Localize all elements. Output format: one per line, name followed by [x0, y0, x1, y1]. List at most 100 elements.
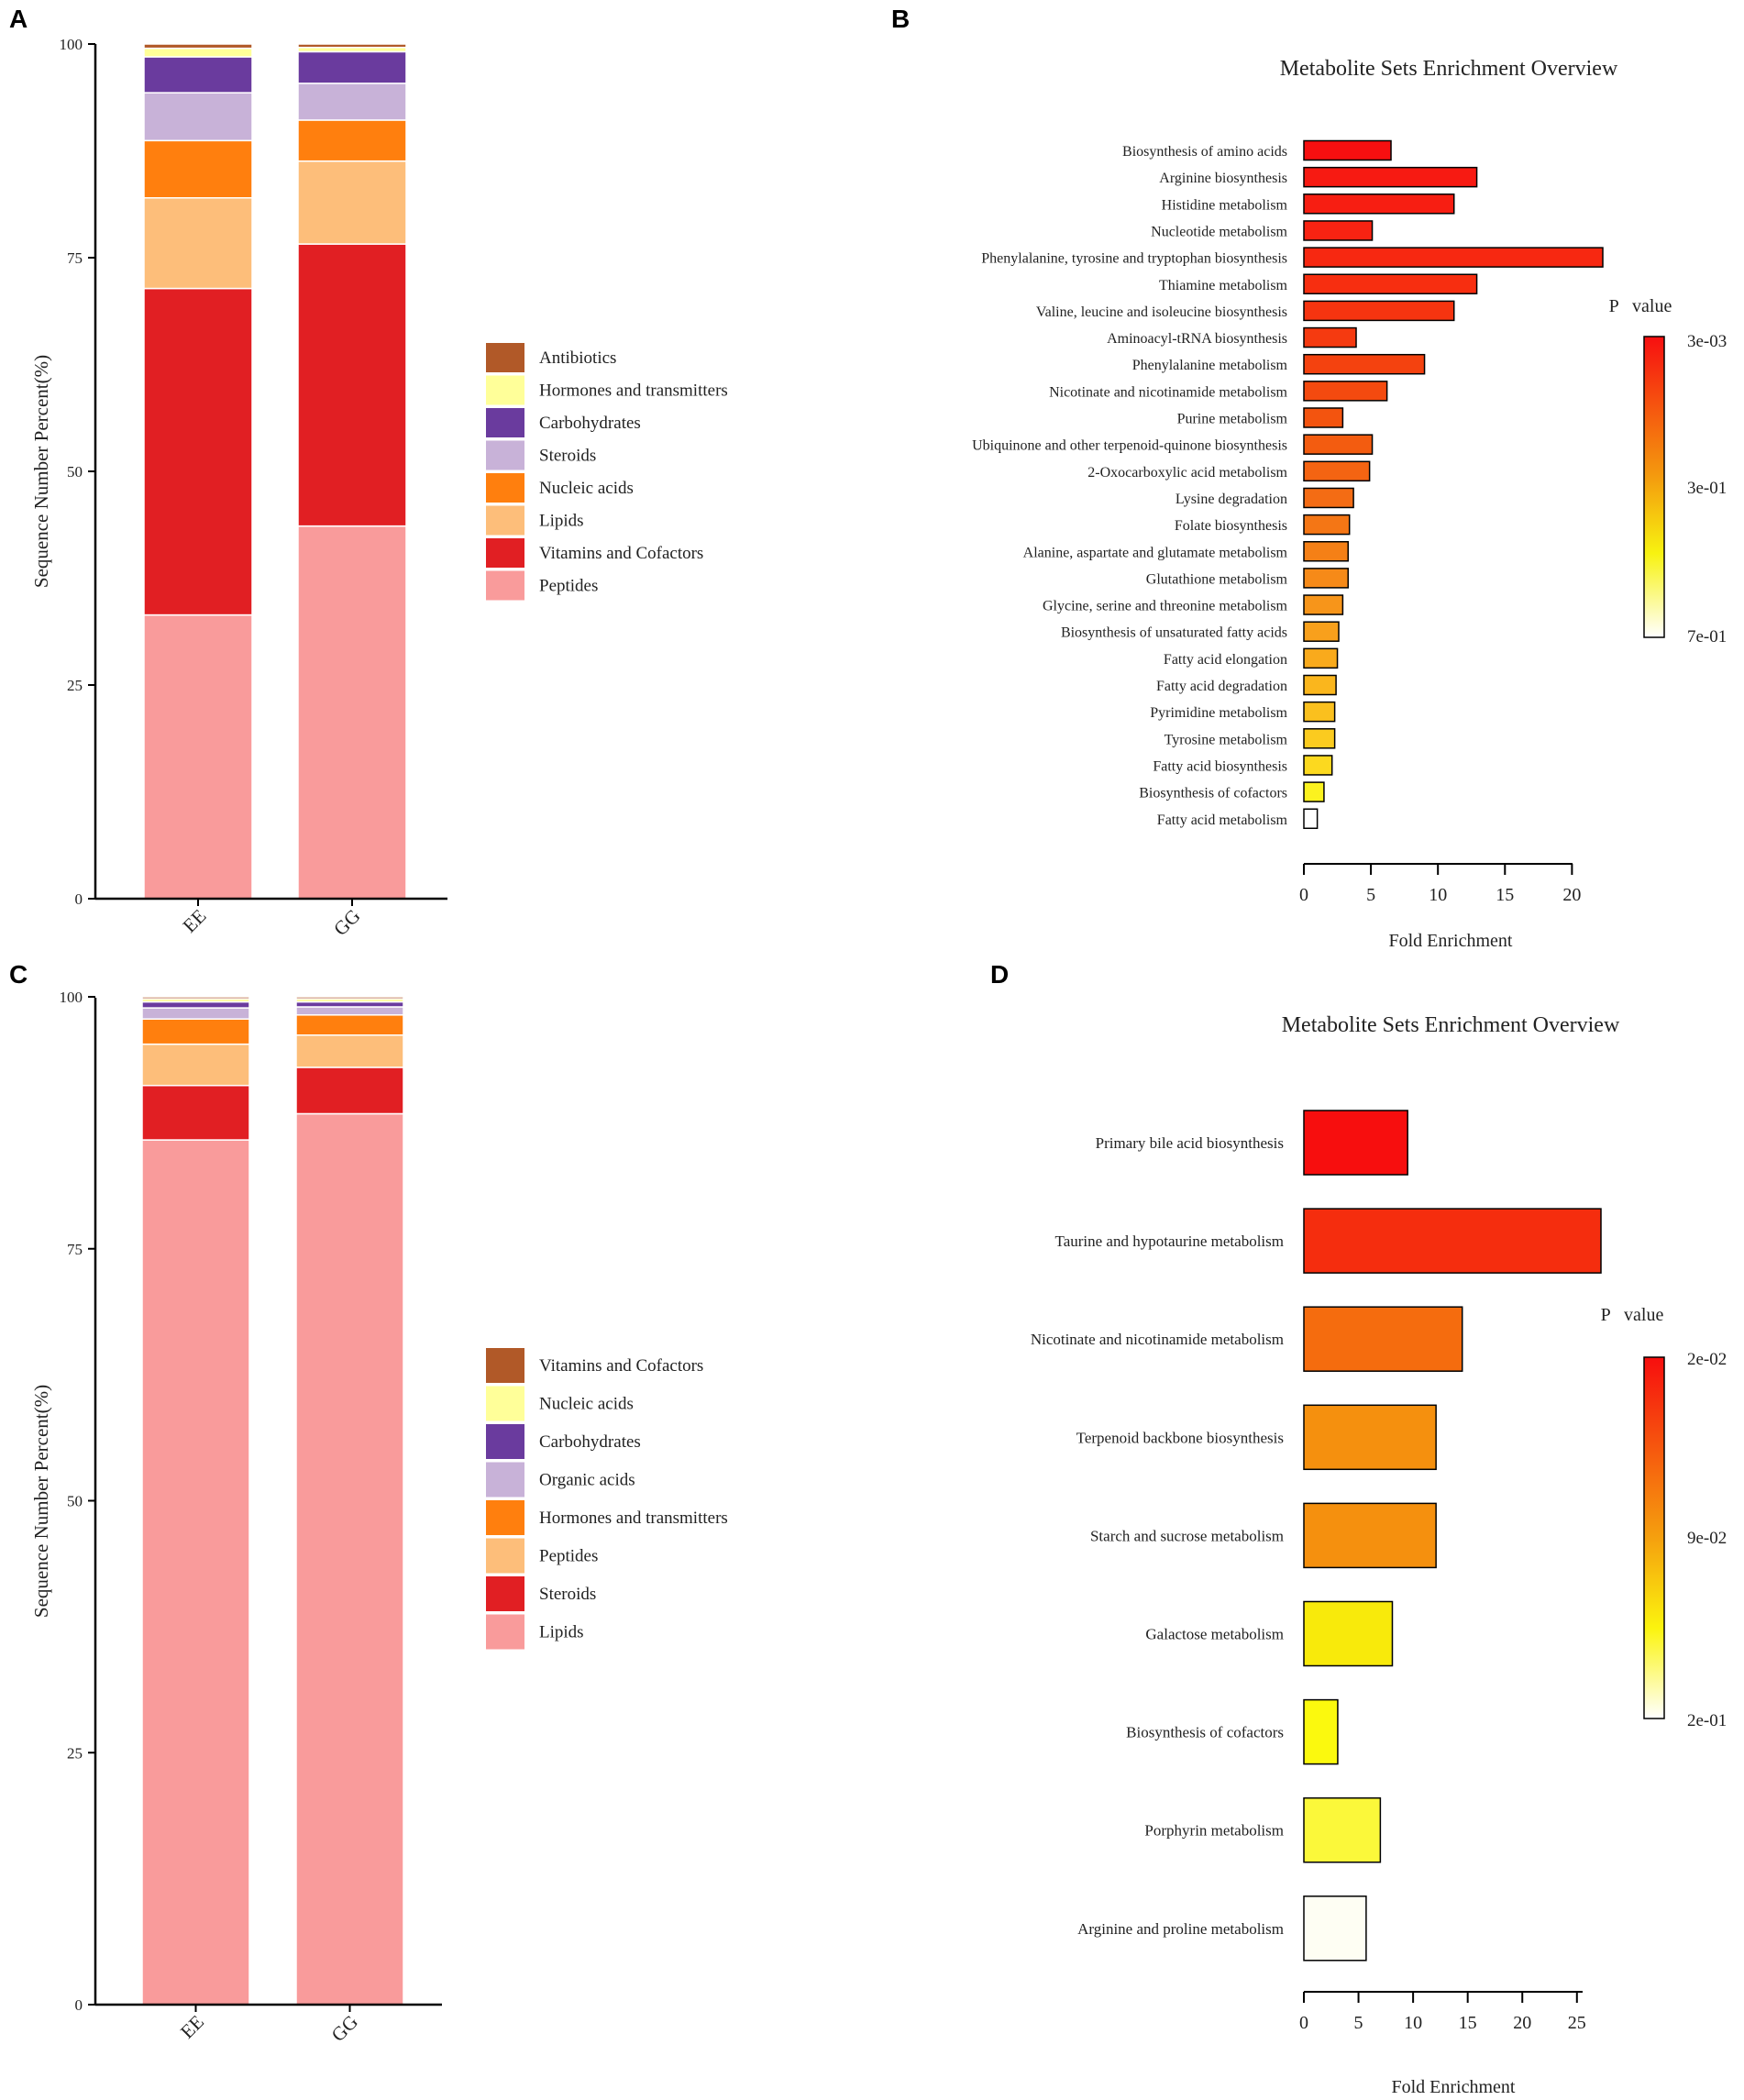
bar-segment-ee-organic-acids — [141, 1007, 250, 1020]
legend-label: Carbohydrates — [539, 414, 641, 433]
legend-label: Hormones and transmitters — [539, 1509, 728, 1528]
legend-swatch — [486, 1424, 524, 1459]
legend-label: Hormones and transmitters — [539, 381, 728, 401]
legend-swatch — [486, 538, 524, 568]
metabolite-set-label: Histidine metabolism — [1162, 197, 1288, 213]
panel-b-x-ticks: 0 5 10 15 20 — [1299, 864, 1581, 905]
enrichment-bar — [1303, 460, 1371, 482]
panel-b-colorbar-labels: 3e-03 3e-01 7e-01 — [1687, 332, 1727, 647]
panel-a-y-axis-label: Sequence Number Percent(%) — [30, 355, 52, 588]
metabolite-set-label: Biosynthesis of cofactors — [1126, 1724, 1284, 1741]
bar-segment-gg-lipids — [297, 160, 407, 245]
legend-swatch — [486, 1614, 524, 1650]
panel-d-colorbar-title: P value — [1601, 1305, 1664, 1325]
y-tick-label: 100 — [60, 989, 83, 1006]
enrichment-bar — [1303, 808, 1319, 829]
metabolite-set-label: Folate biosynthesis — [1175, 518, 1287, 534]
metabolite-set-label: Starch and sucrose metabolism — [1090, 1527, 1284, 1544]
bar-segment-gg-vitamins-and-cofactors — [297, 243, 407, 527]
enrichment-bar — [1303, 1306, 1463, 1372]
legend-swatch — [486, 505, 524, 536]
x-tick-label: 15 — [1459, 2013, 1477, 2033]
enrichment-bar — [1303, 514, 1351, 536]
enrichment-bar — [1303, 407, 1344, 428]
enrichment-bar — [1303, 621, 1340, 642]
legend-label: Carbohydrates — [539, 1432, 641, 1452]
enrichment-bar — [1303, 166, 1478, 188]
metabolite-set-label: Pyrimidine metabolism — [1150, 705, 1287, 721]
panel-d-colorbar — [1643, 1356, 1665, 1719]
metabolite-set-label: Galactose metabolism — [1145, 1626, 1284, 1643]
legend-swatch — [486, 1538, 524, 1574]
enrichment-bar — [1303, 273, 1478, 294]
enrichment-bar — [1303, 594, 1344, 615]
x-tick-label: 20 — [1562, 885, 1581, 905]
bar-segment-ee-steroids — [141, 1084, 250, 1141]
metabolite-set-label: Thiamine metabolism — [1159, 278, 1288, 293]
panel-c-legend: Lipids Steroids Peptides Hormones and trans… — [486, 1348, 728, 1650]
legend-swatch — [486, 343, 524, 372]
bar-segment-gg-peptides — [295, 1034, 404, 1068]
metabolite-set-label: Taurine and hypotaurine metabolism — [1055, 1232, 1285, 1250]
legend-label: Organic acids — [539, 1471, 635, 1490]
x-tick-label: 10 — [1404, 2013, 1422, 2033]
enrichment-bar — [1303, 353, 1426, 375]
enrichment-bar — [1303, 247, 1604, 268]
panel-b-title: Metabolite Sets Enrichment Overview — [1280, 57, 1618, 81]
legend-label: Nucleic acids — [539, 479, 634, 498]
x-tick-label: 5 — [1366, 885, 1375, 905]
enrichment-bar — [1303, 1404, 1437, 1471]
metabolite-set-label: Biosynthesis of unsaturated fatty acids — [1061, 625, 1287, 641]
y-tick-label: 25 — [67, 677, 83, 694]
panel-b-colorbar-title: P value — [1609, 296, 1672, 316]
legend-label: Vitamins and Cofactors — [539, 1356, 703, 1376]
enrichment-bar — [1303, 139, 1392, 161]
metabolite-set-label: Ubiquinone and other terpenoid-quinone b… — [972, 438, 1287, 454]
y-tick-label: 75 — [67, 249, 83, 267]
enrichment-bar — [1303, 755, 1333, 776]
bar-segment-ee-lipids — [143, 197, 253, 290]
metabolite-set-label: Glycine, serine and threonine metabolism — [1043, 599, 1288, 614]
x-tick-label: GG — [329, 905, 364, 940]
metabolite-set-label: Arginine and proline metabolism — [1077, 1920, 1284, 1938]
metabolite-set-label: Primary bile acid biosynthesis — [1096, 1134, 1284, 1152]
metabolite-set-label: Fatty acid degradation — [1156, 679, 1287, 694]
colorbar-label: 9e-02 — [1687, 1529, 1727, 1548]
panel-d-x-ticks: 0 5 10 15 20 25 — [1299, 1992, 1586, 2033]
bar-segment-gg-organic-acids — [295, 1006, 404, 1016]
x-tick-label: 5 — [1354, 2013, 1363, 2033]
x-tick-label: EE — [178, 905, 210, 937]
y-tick-label: 0 — [75, 1996, 83, 2014]
panel-c-stacked-bar-chart: 0 25 50 75 100 EE GG Sequence Number Percent(… — [30, 989, 728, 2046]
panel-a-y-ticks: 0 25 50 75 100 — [60, 36, 95, 908]
panel-c-y-axis-label: Sequence Number Percent(%) — [30, 1385, 52, 1618]
panel-b-bars: Biosynthesis of amino acids Arginine bios… — [972, 139, 1604, 829]
bar-segment-gg-carbohydrates — [297, 50, 407, 84]
panel-d-colorbar-labels: 2e-02 9e-02 2e-01 — [1687, 1350, 1727, 1730]
legend-label: Steroids — [539, 1585, 596, 1604]
enrichment-bar — [1303, 1600, 1394, 1667]
bar-segment-ee-peptides — [141, 1043, 250, 1087]
metabolite-set-label: Fatty acid biosynthesis — [1153, 758, 1287, 774]
x-tick-label: 25 — [1568, 2013, 1586, 2033]
legend-swatch — [486, 375, 524, 405]
bar-segment-gg-vitamins-and-cofactors — [295, 996, 404, 1000]
enrichment-bar — [1303, 568, 1349, 589]
enrichment-bar — [1303, 434, 1374, 455]
panel-a-legend: Peptides Vitamins and Cofactors Lipids Nucl… — [486, 343, 728, 601]
colorbar-label: 7e-01 — [1687, 627, 1727, 647]
metabolite-set-label: 2-Oxocarboxylic acid metabolism — [1087, 465, 1287, 481]
panel-letter-a: A — [9, 5, 28, 33]
x-tick-label: 0 — [1299, 885, 1308, 905]
metabolite-set-label: Porphyrin metabolism — [1144, 1822, 1284, 1840]
panel-d-enrichment-chart: Metabolite Sets Enrichment Overview Prim… — [1031, 1013, 1727, 2097]
legend-label: Lipids — [539, 1623, 584, 1642]
x-tick-label: GG — [327, 2011, 362, 2046]
enrichment-bar — [1303, 220, 1374, 241]
metabolite-set-label: Biosynthesis of cofactors — [1139, 786, 1287, 801]
enrichment-bar — [1303, 1698, 1339, 1765]
enrichment-bar — [1303, 487, 1354, 509]
legend-label: Peptides — [539, 577, 598, 596]
panel-letter-b: B — [891, 5, 910, 33]
enrichment-bar — [1303, 300, 1455, 322]
